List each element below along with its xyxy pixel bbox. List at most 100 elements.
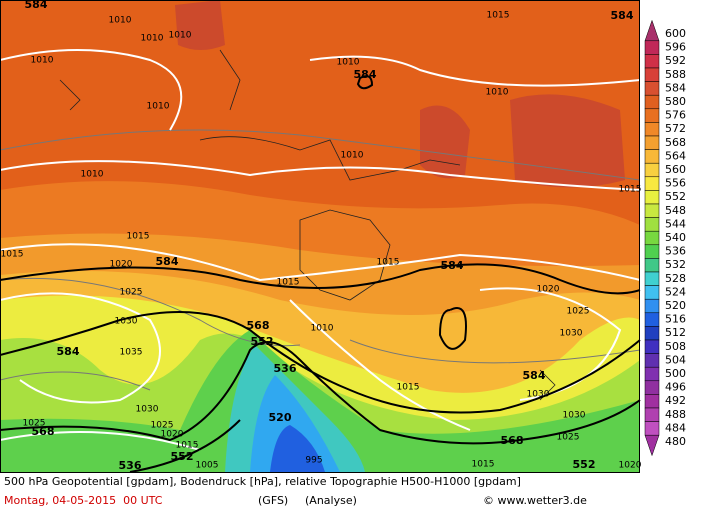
colorbar-label: 596: [665, 41, 686, 54]
height-label: 584: [25, 0, 48, 11]
colorbar-swatch: [644, 285, 660, 300]
colorbar-swatch: [644, 176, 660, 191]
height-label: 584: [354, 68, 377, 81]
colorbar: 6005965925885845805765725685645605565525…: [644, 19, 686, 457]
colorbar-swatch: [644, 434, 660, 457]
footer: 500 hPa Geopotential [gpdam], Bodendruck…: [4, 475, 587, 507]
colorbar-label: 508: [665, 340, 686, 353]
height-label: 584: [611, 9, 634, 22]
footer-model: (GFS): [258, 494, 288, 507]
map-frame: [0, 0, 640, 473]
isobar-label: 1015: [619, 185, 642, 195]
footer-description: 500 hPa Geopotential [gpdam], Bodendruck…: [4, 475, 521, 488]
isobar-label: 1030: [563, 411, 586, 421]
colorbar-label: 556: [665, 177, 686, 190]
colorbar-swatch: [644, 394, 660, 409]
colorbar-label: 592: [665, 54, 686, 67]
colorbar-swatch: [644, 366, 660, 382]
isobar-label: 1025: [120, 288, 143, 298]
isobar-label: 1005: [196, 461, 219, 471]
footer-run: (Analyse): [305, 494, 357, 507]
isobar-label: 1010: [109, 16, 132, 26]
colorbar-label: 536: [665, 245, 686, 258]
colorbar-swatch: [644, 135, 660, 150]
colorbar-label: 496: [665, 381, 686, 394]
band-512: [270, 425, 325, 472]
colorbar-swatch: [644, 149, 660, 164]
height-label: 584: [523, 369, 546, 382]
isobar-label: 1010: [81, 170, 104, 180]
colorbar-swatch: [644, 108, 660, 123]
isobar-label: 1025: [151, 421, 174, 431]
colorbar-label: 516: [665, 313, 686, 326]
footer-credit: © www.wetter3.de: [483, 494, 587, 507]
colorbar-swatch: [644, 54, 660, 69]
isobar-label: 1010: [147, 102, 170, 112]
colorbar-label: 540: [665, 231, 686, 244]
colorbar-swatch: [644, 353, 660, 368]
colorbar-swatch: [644, 94, 660, 110]
colorbar-swatch: [644, 258, 660, 273]
isobar-label: 1015: [1, 250, 24, 260]
colorbar-label: 580: [665, 95, 686, 108]
colorbar-label: 576: [665, 109, 686, 122]
colorbar-label: 520: [665, 299, 686, 312]
height-label: 552: [171, 450, 194, 463]
height-label: 568: [32, 425, 55, 438]
colorbar-swatch: [644, 67, 660, 82]
gray-contour: [0, 129, 641, 391]
colorbar-label: 528: [665, 272, 686, 285]
colorbar-swatch: [644, 339, 660, 354]
height-label: 584: [57, 345, 80, 358]
isobar-label: 1030: [527, 390, 550, 400]
colorbar-label: 588: [665, 68, 686, 81]
colorbar-label: 552: [665, 190, 686, 203]
colorbar-swatch: [644, 298, 660, 314]
height-contour: [0, 75, 641, 473]
height-label: 536: [119, 459, 142, 472]
isobar-label: 1015: [397, 383, 420, 393]
isobar-label: 1015: [377, 258, 400, 268]
colorbar-swatch: [644, 40, 660, 55]
band-520: [250, 375, 340, 472]
colorbar-swatch: [644, 162, 660, 178]
isobar-label: 1030: [115, 317, 138, 327]
colorbar-label: 548: [665, 204, 686, 217]
colorbar-label: 568: [665, 136, 686, 149]
isobar-label: 1010: [311, 324, 334, 334]
colorbar-label: 524: [665, 285, 686, 298]
isobar-label: 1010: [141, 34, 164, 44]
isobar-label: 1020: [110, 260, 133, 270]
colorbar-label: 584: [665, 81, 686, 94]
height-label: 536: [274, 362, 297, 375]
colorbar-label: 488: [665, 408, 686, 421]
height-label: 520: [269, 411, 292, 424]
contour-labels: 1010 1010 1010 1010 1010 1010 1010 1010 1010 1015…: [1, 0, 642, 472]
isobar-label: 1015: [176, 441, 199, 451]
height-label: 568: [501, 434, 524, 447]
isobar-label: 1015: [127, 232, 150, 242]
isobar-label: 1015: [487, 11, 510, 21]
isobar-label: 1015: [277, 278, 300, 288]
colorbar-swatch: [644, 217, 660, 232]
isobar-label: 1010: [31, 56, 54, 66]
height-label: 552: [573, 458, 596, 471]
isobar-label: 1030: [136, 405, 159, 415]
colorbar-swatch: [644, 326, 660, 341]
colorbar-swatch: [644, 407, 660, 422]
coastline: [59, 49, 556, 401]
footer-date: Montag, 04-05-2015 00 UTC: [4, 494, 163, 507]
colorbar-swatch: [644, 81, 660, 96]
height-label: 584: [441, 259, 464, 272]
colorbar-label: 532: [665, 258, 686, 271]
colorbar-swatch: [644, 122, 660, 137]
height-label: 584: [156, 255, 179, 268]
isobar-label: 1020: [619, 461, 642, 471]
isobar-label: 1015: [472, 460, 495, 470]
isobar-label: 1025: [23, 419, 46, 429]
isobar-label: 1035: [120, 348, 143, 358]
colorbar-label: 600: [665, 27, 686, 40]
colorbar-swatch: [644, 380, 660, 395]
colorbar-label: 484: [665, 421, 686, 434]
